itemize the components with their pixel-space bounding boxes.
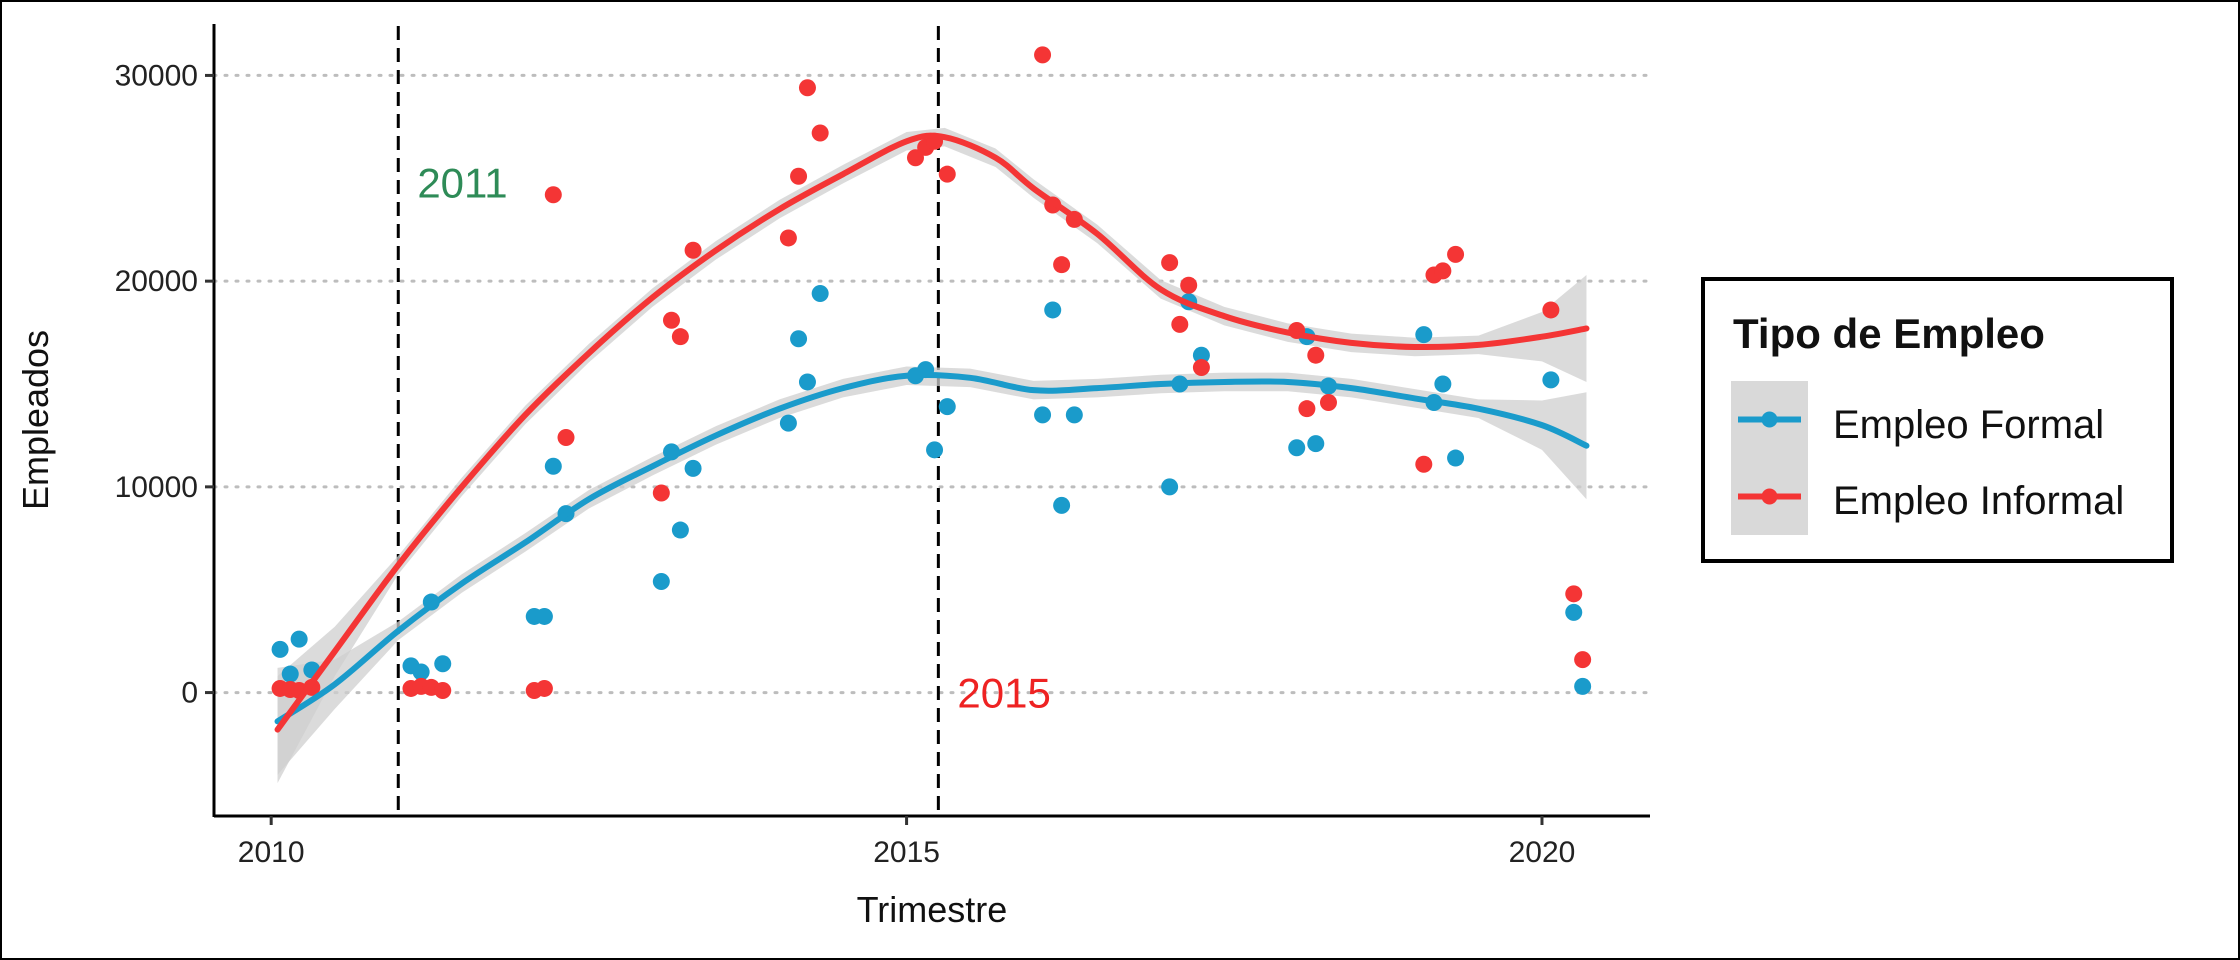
point-formal: [1053, 496, 1071, 514]
legend: Tipo de Empleo Empleo Formal Empleo Info…: [1701, 277, 2174, 563]
point-formal: [412, 663, 430, 681]
point-formal: [1192, 346, 1210, 364]
point-formal: [790, 330, 808, 348]
point-formal: [281, 665, 299, 683]
point-informal: [662, 311, 680, 329]
y-tick-label: 10000: [115, 471, 198, 504]
point-informal: [790, 167, 808, 185]
point-formal: [1034, 406, 1052, 424]
point-formal: [1447, 449, 1465, 467]
point-formal: [926, 441, 944, 459]
y-tick-label: 20000: [115, 265, 198, 298]
y-tick-label: 30000: [115, 59, 198, 92]
point-formal: [1415, 326, 1433, 344]
point-formal: [811, 284, 829, 302]
point-informal: [1298, 400, 1316, 418]
point-formal: [290, 630, 308, 648]
annotations: 2011 2015: [417, 159, 1051, 716]
point-formal: [684, 459, 702, 477]
x-axis-title: Trimestre: [857, 889, 1008, 930]
point-formal: [535, 607, 553, 625]
smooth-line-formal: [274, 372, 1590, 725]
point-informal: [811, 124, 829, 142]
point-informal: [434, 682, 452, 700]
point-formal: [1065, 406, 1083, 424]
reference-lines: [396, 26, 940, 816]
point-informal: [1034, 46, 1052, 64]
point-informal: [1319, 394, 1337, 412]
annotation-2011: 2011: [417, 159, 507, 206]
y-axis-title: Empleados: [15, 330, 56, 510]
legend-label-formal: Empleo Formal: [1833, 403, 2104, 447]
legend-label-informal: Empleo Informal: [1833, 479, 2124, 523]
point-formal: [1044, 301, 1062, 319]
point-informal: [1574, 651, 1592, 669]
band-formal: [277, 366, 1587, 775]
x-tick-label: 2010: [238, 836, 305, 869]
legend-title: Tipo de Empleo: [1733, 310, 2045, 357]
point-informal: [544, 186, 562, 204]
point-informal: [671, 328, 689, 346]
point-informal: [1415, 455, 1433, 473]
point-informal: [779, 229, 797, 247]
gridlines: [212, 73, 1652, 695]
point-informal: [1565, 585, 1583, 603]
smooth-line-informal: [274, 132, 1590, 733]
point-formal: [1565, 603, 1583, 621]
point-formal: [798, 373, 816, 391]
x-tick-label: 2020: [1509, 836, 1576, 869]
point-formal: [652, 572, 670, 590]
point-informal: [652, 484, 670, 502]
point-formal: [271, 640, 289, 658]
legend-key-point-formal: [1761, 411, 1778, 428]
point-informal: [1161, 254, 1179, 272]
point-formal: [434, 655, 452, 673]
point-informal: [1053, 256, 1071, 274]
x-tick-label: 2015: [873, 836, 940, 869]
point-informal: [938, 165, 956, 183]
point-formal: [938, 398, 956, 416]
point-informal: [1542, 301, 1560, 319]
point-formal: [1161, 478, 1179, 496]
point-informal: [1192, 359, 1210, 377]
legend-key-point-informal: [1761, 488, 1778, 505]
point-informal: [798, 79, 816, 97]
axes: 0 10000 20000 30000 2010 2015 2020: [115, 24, 1650, 869]
point-formal: [1574, 677, 1592, 695]
point-informal: [684, 241, 702, 259]
y-tick-label: 0: [181, 677, 198, 710]
point-formal: [671, 521, 689, 539]
point-formal: [1434, 375, 1452, 393]
point-informal: [1307, 346, 1325, 364]
point-informal: [1180, 276, 1198, 294]
point-informal: [1434, 262, 1452, 280]
point-informal: [557, 428, 575, 446]
point-formal: [544, 457, 562, 475]
point-formal: [1288, 439, 1306, 457]
point-informal: [1171, 315, 1189, 333]
annotation-2015: 2015: [957, 670, 1050, 717]
point-formal: [779, 414, 797, 432]
smooth-lines: [274, 132, 1590, 733]
point-informal: [1447, 245, 1465, 263]
point-formal: [1542, 371, 1560, 389]
point-informal: [535, 679, 553, 697]
point-formal: [1307, 435, 1325, 453]
